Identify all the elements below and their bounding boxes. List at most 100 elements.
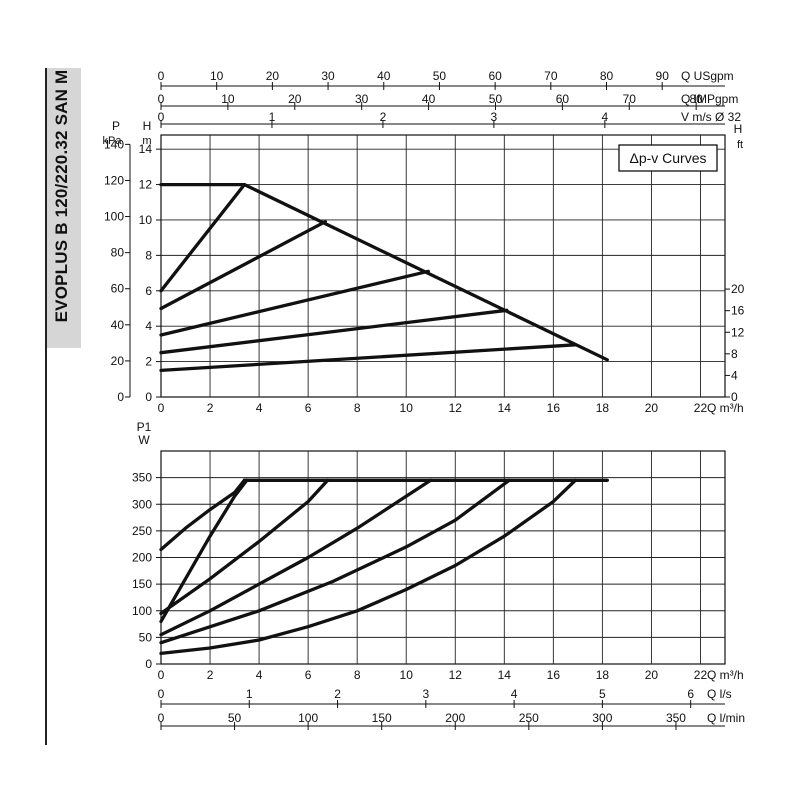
head-p-tick-label: 140 [104,137,124,151]
top-axis-tick-label: 30 [321,69,335,83]
head-h-tick-label: 14 [139,142,153,156]
head-ft-tick-label: 16 [731,304,745,318]
head-ft-tick-label: 4 [731,368,738,382]
power-curve [159,478,330,616]
power-tick-label: 200 [132,551,152,565]
head-h-axis-unit: m [142,135,151,147]
power-tick-label: 300 [132,497,152,511]
side-title-band [45,68,81,348]
top-axis-tick-label: 0 [158,110,165,124]
head-h-tick-label: 12 [139,178,153,192]
power-tick-label: 0 [145,657,152,671]
head-h-axis-label: H [143,119,152,133]
head-q-tick-label: 22 [694,401,708,415]
power-q-tick-label: 20 [645,668,659,682]
head-q-tick-label: 2 [207,401,214,415]
side-title-bar [45,68,81,745]
power-tick-label: 150 [132,577,152,591]
bottom-axis-tick-label: 0 [158,711,165,725]
power-q-tick-label: 0 [158,668,165,682]
top-axis-tick-label: 20 [266,69,280,83]
top-axis-tick-label: 4 [601,110,608,124]
power-axis-unit: W [138,433,150,447]
top-axis-tick-label: 90 [656,69,670,83]
head-ft-axis-unit: ft [737,139,743,151]
head-h-tick-label: 8 [145,248,152,262]
head-p-axis-label: P [112,119,120,133]
power-q-tick-label: 6 [305,668,312,682]
top-axis-tick-label: 0 [158,69,165,83]
bottom-axis-tick-label: 100 [298,711,318,725]
bottom-axis-tick-label: 0 [158,687,165,701]
bottom-axis-tick-label: 50 [228,711,242,725]
head-curve [159,182,247,293]
power-curve [159,478,249,624]
top-axis-tick-label: 50 [489,92,503,106]
power-tick-label: 100 [132,604,152,618]
head-q-tick-label: 12 [449,401,463,415]
top-axis-tick-label: 20 [288,92,302,106]
power-q-tick-label: 14 [498,668,512,682]
head-curve [159,343,578,373]
head-p-tick-label: 120 [104,173,124,187]
top-axis-tick-label: 40 [422,92,436,106]
power-q-tick-label: 22 [694,668,708,682]
bottom-axis-tick-label: 200 [445,711,465,725]
bottom-axis-tick-label: 1 [246,687,253,701]
side-rule-line [45,68,47,745]
power-tick-label: 250 [132,524,152,538]
bottom-axis-tick-label: 350 [666,711,686,725]
head-h-tick-label: 2 [145,355,152,369]
top-axis-tick-label: 30 [355,92,369,106]
head-ft-tick-label: 0 [731,390,738,404]
head-p-tick-label: 100 [104,210,124,224]
bottom-axis-label: Q l/s [707,687,732,701]
bottom-axis-tick-label: 5 [599,687,606,701]
head-p-tick-label: 20 [111,354,125,368]
head-p-axis-unit: kPa [103,135,123,147]
power-q-tick-label: 8 [354,668,361,682]
top-axis-tick-label: 3 [491,110,498,124]
head-plot-frame [160,134,726,398]
head-p-tick-label: 40 [111,318,125,332]
head-q-tick-label: 20 [645,401,659,415]
bottom-axis-tick-label: 4 [511,687,518,701]
top-axis-tick-label: 2 [380,110,387,124]
head-q-tick-label: 18 [596,401,610,415]
power-axis-label: P1 [137,420,152,434]
power-tick-label: 50 [139,630,153,644]
top-axis-tick-label: 60 [488,69,502,83]
top-axis-label: Q IMPgpm [681,92,738,106]
top-axis-tick-label: 40 [377,69,391,83]
head-h-tick-label: 6 [145,284,152,298]
top-axis-tick-label: 80 [600,69,614,83]
head-q-tick-label: 14 [498,401,512,415]
head-q-tick-label: 16 [547,401,561,415]
legend-box [618,144,718,172]
power-q-tick-label: 12 [449,668,463,682]
top-axis-label: Q USgpm [681,69,734,83]
top-axis-tick-label: 10 [210,69,224,83]
bottom-axis-tick-label: 150 [372,711,392,725]
head-q-tick-label: 4 [256,401,263,415]
head-p-tick-label: 80 [111,246,125,260]
bottom-axis-tick-label: 3 [422,687,429,701]
power-q-tick-label: 18 [596,668,610,682]
top-axis-tick-label: 10 [221,92,235,106]
top-axis-tick-label: 50 [433,69,447,83]
bottom-axis-tick-label: 250 [519,711,539,725]
head-q-tick-label: 8 [354,401,361,415]
head-q-axis-label: Q m³/h [707,401,744,415]
power-q-axis-label: Q m³/h [707,668,744,682]
head-ft-tick-label: 8 [731,347,738,361]
head-p-tick-label: 0 [117,390,124,404]
top-axis-tick-label: 80 [689,92,703,106]
power-q-tick-label: 10 [400,668,414,682]
power-curve [159,478,511,645]
power-tick-label: 350 [132,471,152,485]
top-axis-tick-label: 1 [269,110,276,124]
head-panel: 02468101214020406080100120140PkPaHm04812… [103,69,745,415]
power-curve [159,478,247,552]
power-q-tick-label: 2 [207,668,214,682]
